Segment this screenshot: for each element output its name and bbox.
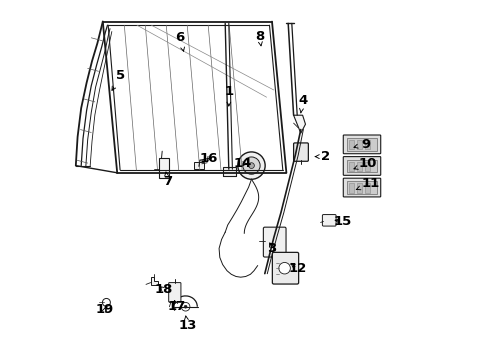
Circle shape [102,298,110,306]
Bar [357,162,363,171]
FancyBboxPatch shape [343,135,381,154]
Text: 16: 16 [200,152,218,165]
Bar [346,138,377,151]
Bar [194,162,204,169]
FancyBboxPatch shape [169,283,181,302]
Bar [349,162,354,171]
Text: 12: 12 [288,262,306,275]
Bar [222,167,236,176]
Circle shape [248,163,254,168]
Circle shape [238,152,265,179]
Text: 3: 3 [268,242,277,255]
Text: 13: 13 [178,316,196,332]
Text: 6: 6 [175,31,185,51]
Text: 15: 15 [333,215,351,228]
Bar [365,183,370,193]
Polygon shape [151,277,158,285]
Text: 4: 4 [298,94,307,113]
FancyBboxPatch shape [322,215,336,226]
Text: 1: 1 [224,85,233,106]
Bar [365,162,370,171]
Text: 17: 17 [168,300,186,312]
FancyBboxPatch shape [263,227,286,257]
Text: 7: 7 [163,172,172,188]
Circle shape [279,262,291,274]
Bar [357,140,363,149]
Text: 8: 8 [255,30,264,46]
Circle shape [243,157,260,174]
Circle shape [181,302,190,311]
Bar [346,181,377,194]
Circle shape [184,305,187,308]
FancyBboxPatch shape [343,178,381,197]
FancyBboxPatch shape [343,157,381,175]
Bar [365,140,370,149]
Bar [349,183,354,193]
Text: 14: 14 [234,157,252,170]
Text: 10: 10 [354,157,377,170]
Text: 2: 2 [316,150,331,163]
Text: 5: 5 [112,69,125,90]
FancyBboxPatch shape [294,143,308,161]
Text: 9: 9 [354,138,370,150]
Bar [346,160,377,172]
Bar [159,158,170,178]
Text: 18: 18 [155,283,173,296]
Text: 19: 19 [96,303,114,316]
Text: 11: 11 [356,177,380,190]
Bar [357,183,363,193]
Bar [349,140,354,149]
FancyBboxPatch shape [272,252,298,284]
Polygon shape [294,115,305,133]
